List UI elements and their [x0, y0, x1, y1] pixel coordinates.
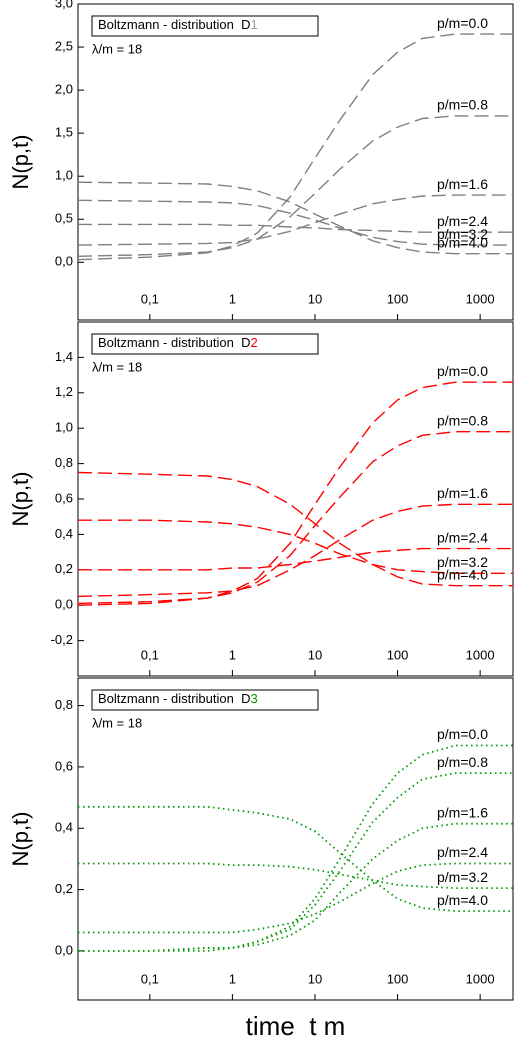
plot-frame [77, 677, 514, 1001]
x-tick-label: 10 [308, 291, 322, 306]
y-tick-label: 2,0 [55, 82, 73, 97]
series-label: p/m=4.0 [437, 234, 488, 250]
y-axis-label: N(p,t) [8, 135, 33, 190]
series-label: p/m=1.6 [437, 485, 488, 501]
y-tick-label: 0,4 [55, 820, 73, 835]
series-label: p/m=4.0 [437, 892, 488, 908]
legend-box [91, 15, 319, 37]
series-label: p/m=0.0 [437, 726, 488, 742]
series-label: p/m=3.2 [437, 869, 488, 885]
legend-box [91, 333, 319, 355]
series-line [77, 194, 513, 246]
legend-title-index: 1 [250, 17, 257, 32]
series-label: p/m=0.0 [437, 363, 488, 379]
y-axis-label: N(p,t) [8, 812, 33, 867]
series-label: p/m=0.8 [437, 412, 488, 428]
series-label: p/m=1.6 [437, 804, 488, 820]
y-tick-label: 0,0 [55, 597, 73, 612]
x-tick-label: 1 [229, 291, 236, 306]
y-tick-label: 0,6 [55, 490, 73, 505]
y-tick-label: 0,2 [55, 561, 73, 576]
series-line [78, 547, 513, 571]
series-line [77, 115, 513, 257]
series-label: p/m=0.8 [437, 97, 488, 113]
series-label: p/m=1.6 [437, 176, 488, 192]
series-line [78, 862, 513, 889]
x-tick-label: 1 [229, 971, 236, 986]
y-tick-label: 0,2 [55, 881, 73, 896]
legend-title-index: 2 [250, 335, 257, 350]
series-label: p/m=3.2 [437, 226, 488, 242]
series-line [77, 181, 513, 255]
series-label: p/m=2.4 [437, 844, 488, 860]
series-line [77, 503, 513, 598]
x-tick-label: 100 [387, 971, 409, 986]
y-axis-label: N(p,t) [8, 472, 33, 527]
y-tick-label: 1,5 [55, 125, 73, 140]
y-tick-label: 0,4 [55, 526, 73, 541]
y-tick-label: 0,0 [55, 254, 73, 269]
x-tick-label: 1 [229, 647, 236, 662]
legend-title: Boltzmann - distribution D1 [98, 17, 258, 32]
x-tick-label: 0,1 [141, 647, 159, 662]
y-tick-label: 2,5 [55, 38, 73, 53]
y-tick-label: 3,0 [55, 0, 73, 10]
legend-title-text: Boltzmann - distribution D [98, 691, 250, 706]
series-line [78, 805, 513, 912]
x-tick-label: 10 [308, 971, 322, 986]
x-tick-label: 1000 [466, 971, 495, 986]
legend-box [91, 689, 319, 711]
y-tick-label: -0,2 [51, 632, 73, 647]
y-tick-label: 1,0 [55, 420, 73, 435]
series-line [77, 199, 513, 246]
series-line [78, 223, 513, 233]
x-tick-label: 10 [308, 647, 322, 662]
x-axis-label: time t m [246, 1011, 346, 1041]
legend-title: Boltzmann - distribution D2 [98, 335, 258, 350]
legend-title: Boltzmann - distribution D3 [98, 691, 258, 706]
series-line [78, 772, 513, 952]
series-label: p/m=3.2 [437, 554, 488, 570]
y-tick-label: 1,2 [55, 384, 73, 399]
y-tick-label: 0,5 [55, 211, 73, 226]
annotation: λ/m = 18 [92, 359, 142, 374]
x-tick-label: 100 [387, 291, 409, 306]
x-tick-label: 1000 [466, 647, 495, 662]
x-tick-label: 0,1 [141, 291, 159, 306]
legend-title-index: 3 [250, 691, 257, 706]
y-tick-label: 1,0 [55, 168, 73, 183]
x-tick-label: 0,1 [141, 971, 159, 986]
series-label: p/m=0.8 [437, 754, 488, 770]
x-tick-label: 100 [387, 647, 409, 662]
plot-frame [77, 3, 514, 321]
series-line [77, 471, 513, 587]
series-line [78, 822, 513, 952]
y-tick-label: 0,0 [55, 942, 73, 957]
x-tick-label: 1000 [466, 291, 495, 306]
series-label: p/m=0.0 [437, 15, 488, 31]
series-label: p/m=2.4 [437, 213, 488, 229]
series-line [77, 33, 513, 261]
legend-title-text: Boltzmann - distribution D [98, 335, 250, 350]
series-line [78, 519, 513, 574]
series-line [78, 744, 513, 952]
annotation: λ/m = 18 [92, 715, 142, 730]
y-tick-label: 0,8 [55, 455, 73, 470]
y-tick-label: 1,4 [55, 349, 73, 364]
y-tick-label: 0,6 [55, 758, 73, 773]
y-tick-label: 0,8 [55, 697, 73, 712]
series-label: p/m=2.4 [437, 529, 488, 545]
series-label: p/m=4.0 [437, 566, 488, 582]
legend-title-text: Boltzmann - distribution D [98, 17, 250, 32]
annotation: λ/m = 18 [92, 41, 142, 56]
series-line [77, 431, 513, 605]
